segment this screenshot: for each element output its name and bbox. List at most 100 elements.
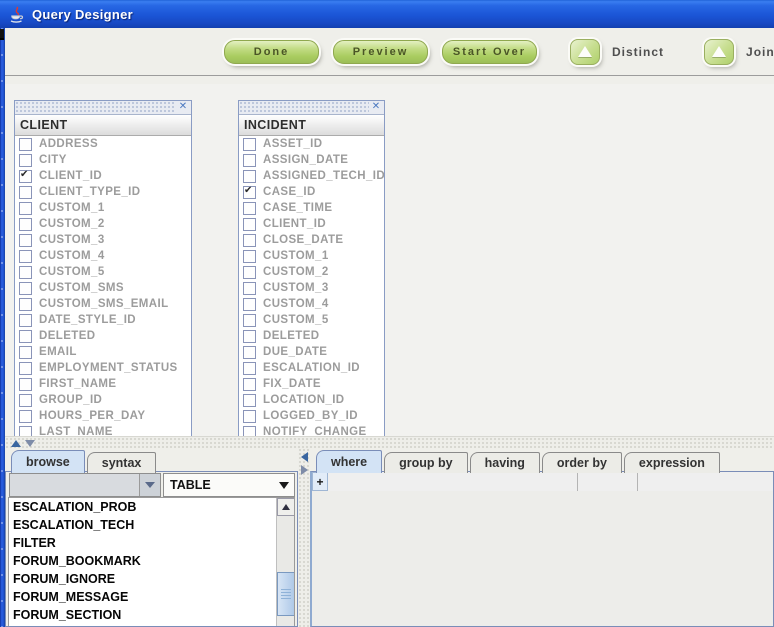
field-checkbox[interactable] [19,297,32,311]
field-checkbox[interactable] [19,249,32,263]
field-row[interactable]: NOTIFY_CHANGE [239,424,384,437]
field-checkbox[interactable] [243,313,256,327]
field-row[interactable]: CLIENT_TYPE_ID [15,184,191,200]
list-item[interactable]: FORUM_IGNORE [13,572,116,586]
field-checkbox[interactable] [19,425,32,437]
incident-frame-titlebar[interactable]: ✕ [239,101,384,115]
vertical-split-divider[interactable] [298,448,310,627]
field-checkbox[interactable] [243,425,256,437]
field-checkbox[interactable] [19,281,32,295]
field-row[interactable]: CITY [15,152,191,168]
field-checkbox[interactable] [243,329,256,343]
tab[interactable]: browse [11,450,85,473]
collapse-right-icon[interactable] [300,465,308,475]
field-row[interactable]: ASSET_ID [239,136,384,152]
field-checkbox[interactable] [19,201,32,215]
field-row[interactable]: CLOSE_DATE [239,232,384,248]
field-checkbox[interactable] [243,153,256,167]
field-checkbox[interactable] [243,297,256,311]
field-checkbox[interactable] [243,345,256,359]
client-frame-titlebar[interactable]: ✕ [15,101,191,115]
horizontal-split-divider[interactable] [5,436,774,449]
collapse-up-icon[interactable] [11,439,21,447]
scroll-up-button[interactable] [277,498,294,516]
field-checkbox[interactable] [243,265,256,279]
toolbar-action-button[interactable]: Done [224,39,319,64]
field-checkbox[interactable] [243,169,256,183]
client-table-frame[interactable]: ✕ CLIENT ADDRESS CITY CLIENT_ID [14,100,192,438]
field-checkbox[interactable] [243,393,256,407]
tab[interactable]: expression [623,452,720,473]
field-row[interactable]: CUSTOM_3 [15,232,191,248]
collapse-left-icon[interactable] [300,452,308,462]
field-row[interactable]: CLIENT_ID [15,168,191,184]
field-row[interactable]: CUSTOM_1 [15,200,191,216]
field-checkbox[interactable] [243,185,256,199]
scrollbar-thumb[interactable] [277,572,294,616]
toggle-up-button[interactable] [704,38,735,65]
field-row[interactable]: DELETED [15,328,191,344]
field-row[interactable]: CUSTOM_3 [239,280,384,296]
field-checkbox[interactable] [243,409,256,423]
field-checkbox[interactable] [19,377,32,391]
toolbar-action-button[interactable]: Preview [333,39,428,64]
field-checkbox[interactable] [243,217,256,231]
field-row[interactable]: ASSIGNED_TECH_ID [239,168,384,184]
field-row[interactable]: ESCALATION_ID [239,360,384,376]
field-checkbox[interactable] [243,233,256,247]
grid-column-header[interactable] [328,472,578,491]
field-row[interactable]: DATE_STYLE_ID [15,312,191,328]
object-type-combobox[interactable]: TABLE [163,473,295,497]
field-row[interactable]: CUSTOM_1 [239,248,384,264]
field-checkbox[interactable] [19,233,32,247]
list-item[interactable]: FORUM_MESSAGE [13,590,129,604]
field-checkbox[interactable] [243,137,256,151]
add-row-button[interactable]: + [312,472,328,491]
field-row[interactable]: CUSTOM_5 [239,312,384,328]
tab[interactable]: group by [384,452,468,473]
field-row[interactable]: CUSTOM_4 [239,296,384,312]
field-row[interactable]: LAST_NAME [15,424,191,437]
field-row[interactable]: ASSIGN_DATE [239,152,384,168]
field-checkbox[interactable] [19,217,32,231]
field-row[interactable]: ADDRESS [15,136,191,152]
window-titlebar[interactable]: Query Designer [0,0,774,28]
field-checkbox[interactable] [19,409,32,423]
field-row[interactable]: EMPLOYMENT_STATUS [15,360,191,376]
object-type-combobox-arrow[interactable] [274,474,294,496]
incident-table-frame[interactable]: ✕ INCIDENT ASSET_ID ASSIGN_DATE ASSIGNED… [238,100,385,438]
field-checkbox[interactable] [243,361,256,375]
collapse-down-icon[interactable] [25,439,35,447]
list-item[interactable]: FORUM_SECTION [13,608,122,622]
tab[interactable]: having [469,452,540,473]
field-row[interactable]: DUE_DATE [239,344,384,360]
table-list-scrollbar[interactable] [276,498,294,626]
tab[interactable]: syntax [86,452,157,473]
field-checkbox[interactable] [243,377,256,391]
field-row[interactable]: CUSTOM_5 [15,264,191,280]
field-checkbox[interactable] [19,393,32,407]
field-checkbox[interactable] [243,201,256,215]
field-checkbox[interactable] [243,281,256,295]
field-checkbox[interactable] [19,265,32,279]
field-row[interactable]: CUSTOM_2 [239,264,384,280]
tab[interactable]: where [316,450,383,473]
field-checkbox[interactable] [19,313,32,327]
field-row[interactable]: HOURS_PER_DAY [15,408,191,424]
field-row[interactable]: DELETED [239,328,384,344]
field-checkbox[interactable] [19,345,32,359]
field-row[interactable]: GROUP_ID [15,392,191,408]
field-checkbox[interactable] [19,153,32,167]
field-checkbox[interactable] [243,249,256,263]
field-row[interactable]: CUSTOM_2 [15,216,191,232]
field-row[interactable]: FIRST_NAME [15,376,191,392]
field-row[interactable]: CUSTOM_SMS_EMAIL [15,296,191,312]
grid-column-header[interactable] [578,472,638,491]
field-row[interactable]: CASE_TIME [239,200,384,216]
field-row[interactable]: CLIENT_ID [239,216,384,232]
field-row[interactable]: LOCATION_ID [239,392,384,408]
field-checkbox[interactable] [19,361,32,375]
field-row[interactable]: FIX_DATE [239,376,384,392]
list-item[interactable]: FILTER [13,536,56,550]
toggle-up-button[interactable] [570,38,600,65]
